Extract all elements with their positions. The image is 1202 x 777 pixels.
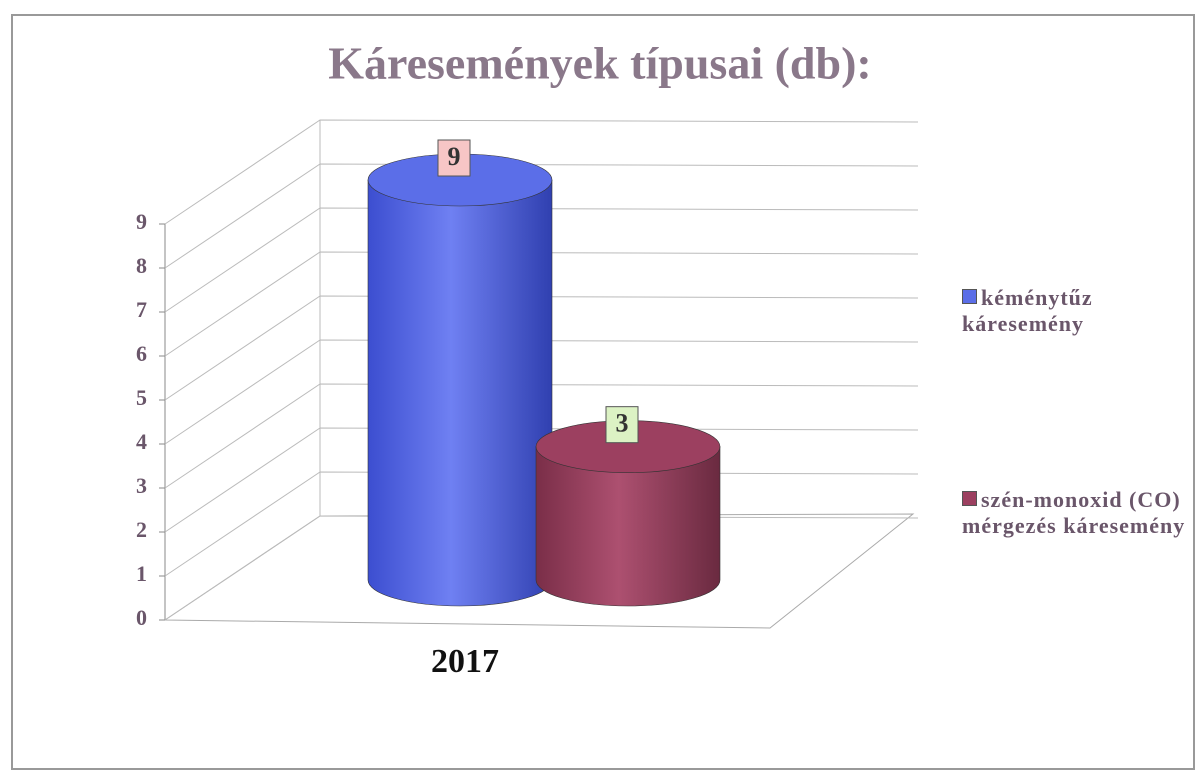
legend-label: szén-monoxid (CO) mérgezés káresemény	[962, 487, 1186, 538]
grid-line	[164, 207, 919, 313]
grid-line	[164, 119, 919, 225]
grid-line	[164, 427, 919, 533]
grid-line	[164, 383, 919, 489]
y-tick-label: 0	[136, 605, 147, 630]
grid-line	[164, 163, 919, 269]
y-tick-label: 3	[136, 473, 147, 498]
chart-title: Káresemények típusai (db):	[328, 38, 872, 89]
data-label-box	[437, 139, 471, 177]
y-tick-label: 9	[136, 209, 147, 234]
legend-swatch	[962, 491, 977, 506]
data-label-box	[605, 406, 639, 444]
legend-item: kéménytűz káresemény	[962, 285, 1202, 337]
legend-item: szén-monoxid (CO) mérgezés káresemény	[962, 487, 1202, 539]
grid-line	[164, 295, 919, 401]
y-tick-label: 4	[136, 429, 147, 454]
legend-swatch	[962, 289, 977, 304]
legend-label: kéménytűz káresemény	[962, 285, 1093, 336]
y-tick-label: 5	[136, 385, 147, 410]
data-label: 9	[448, 142, 461, 171]
y-tick-label: 1	[136, 561, 147, 586]
data-label: 3	[616, 409, 629, 438]
bar	[535, 446, 721, 607]
x-tick-label: 2017	[431, 643, 499, 680]
bar	[367, 179, 553, 607]
grid-line	[164, 339, 919, 445]
y-tick-label: 8	[136, 253, 147, 278]
y-tick-label: 7	[136, 297, 147, 322]
y-tick-label: 6	[136, 341, 147, 366]
frame	[11, 14, 1195, 770]
grid-line	[164, 251, 919, 357]
y-tick-label: 2	[136, 517, 147, 542]
